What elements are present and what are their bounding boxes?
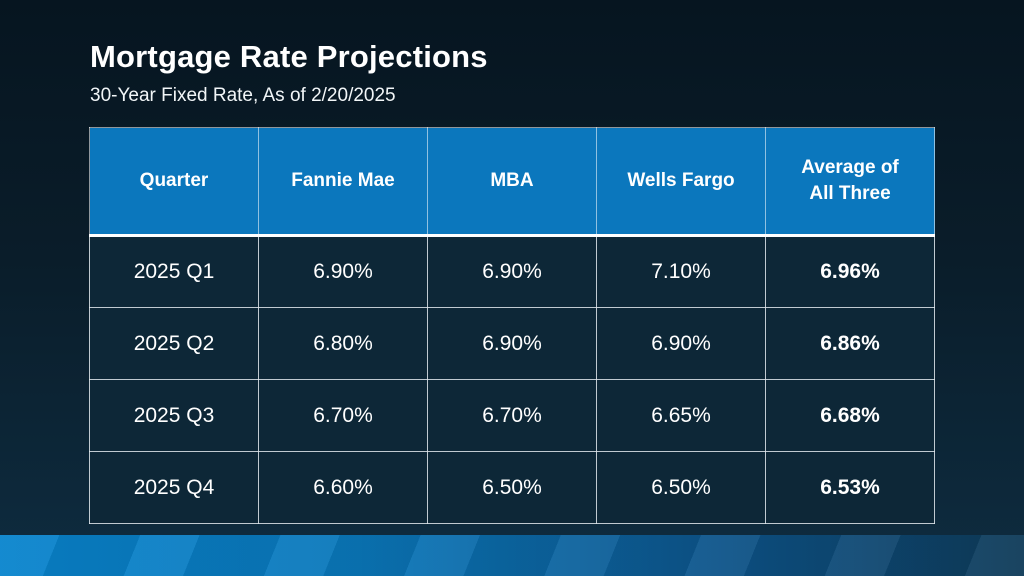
cell-quarter: 2025 Q2	[89, 307, 259, 380]
cell-fannie-mae: 6.60%	[258, 451, 428, 524]
table-header-fannie-mae: Fannie Mae	[258, 127, 428, 237]
table-row-2025-q4: 2025 Q4 6.60% 6.50% 6.50% 6.53%	[89, 451, 935, 524]
page-subtitle: 30-Year Fixed Rate, As of 2/20/2025	[90, 85, 396, 106]
cell-quarter: 2025 Q1	[89, 235, 259, 308]
table-header-row: Quarter Fannie Mae MBA Wells Fargo Avera…	[89, 127, 935, 237]
cell-average: 6.68%	[765, 379, 935, 452]
table-header-wells-fargo: Wells Fargo	[596, 127, 766, 237]
cell-mba: 6.90%	[427, 307, 597, 380]
cell-fannie-mae: 6.80%	[258, 307, 428, 380]
table-header-quarter: Quarter	[89, 127, 259, 237]
table-row-2025-q2: 2025 Q2 6.80% 6.90% 6.90% 6.86%	[89, 307, 935, 380]
cell-wells-fargo: 6.50%	[596, 451, 766, 524]
bottom-accent-bar	[0, 535, 1024, 576]
cell-fannie-mae: 6.90%	[258, 235, 428, 308]
cell-mba: 6.90%	[427, 235, 597, 308]
cell-wells-fargo: 6.90%	[596, 307, 766, 380]
cell-average: 6.86%	[765, 307, 935, 380]
table-row-2025-q3: 2025 Q3 6.70% 6.70% 6.65% 6.68%	[89, 379, 935, 452]
cell-average: 6.53%	[765, 451, 935, 524]
table-header-average: Average of All Three	[765, 127, 935, 237]
cell-average: 6.96%	[765, 235, 935, 308]
cell-fannie-mae: 6.70%	[258, 379, 428, 452]
cell-wells-fargo: 6.65%	[596, 379, 766, 452]
table-header-mba: MBA	[427, 127, 597, 237]
mortgage-rate-projections-table: Quarter Fannie Mae MBA Wells Fargo Avera…	[89, 127, 935, 524]
cell-mba: 6.70%	[427, 379, 597, 452]
page-title: Mortgage Rate Projections	[90, 39, 488, 74]
cell-quarter: 2025 Q3	[89, 379, 259, 452]
cell-mba: 6.50%	[427, 451, 597, 524]
cell-wells-fargo: 7.10%	[596, 235, 766, 308]
cell-quarter: 2025 Q4	[89, 451, 259, 524]
table-row-2025-q1: 2025 Q1 6.90% 6.90% 7.10% 6.96%	[89, 235, 935, 308]
